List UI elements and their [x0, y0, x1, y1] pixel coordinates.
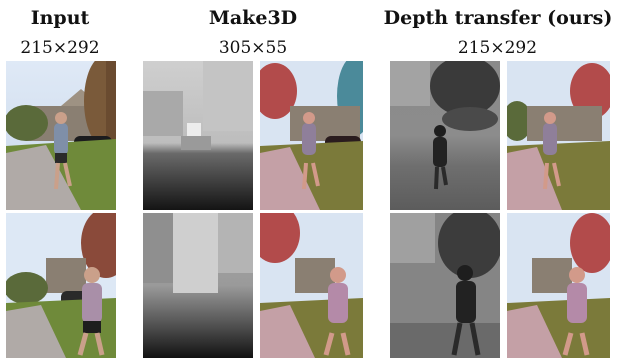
- ours-anaglyph-row2: [507, 213, 610, 358]
- column-size-depth-transfer: 215×292: [457, 38, 538, 58]
- make3d-anaglyph-row1: [260, 61, 363, 210]
- column-size-make3d: 305×55: [218, 38, 288, 58]
- ours-depth-row2: [390, 213, 500, 358]
- column-size-input: 215×292: [20, 38, 100, 58]
- input-photo-row2: [6, 213, 116, 358]
- input-photo-row1: [6, 61, 116, 210]
- ours-depth-row1: [390, 61, 500, 210]
- column-title-make3d: Make3D: [208, 7, 298, 29]
- make3d-depth-row1: [143, 61, 253, 210]
- column-title-input: Input: [30, 7, 90, 29]
- make3d-depth-row2: [143, 213, 253, 358]
- ours-anaglyph-row1: [507, 61, 610, 210]
- column-title-depth-transfer: Depth transfer (ours): [383, 7, 613, 29]
- make3d-anaglyph-row2: [260, 213, 363, 358]
